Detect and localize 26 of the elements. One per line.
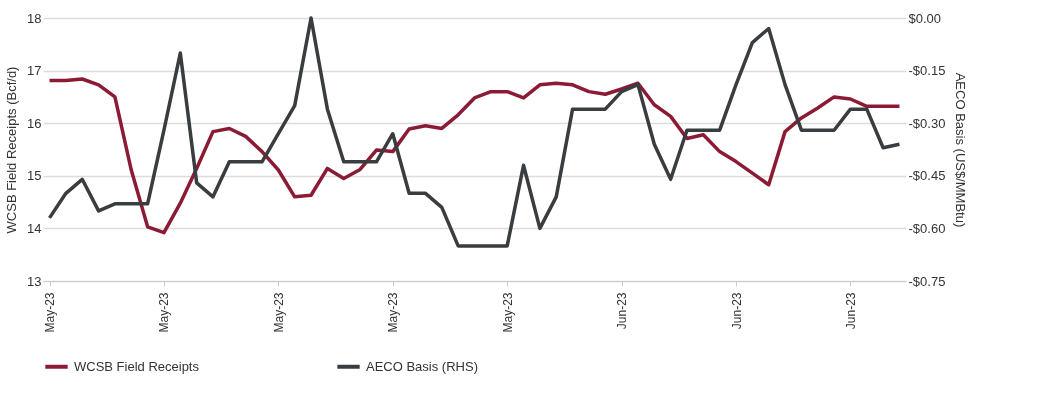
y2-tick-label: -$0.75 [908,273,946,289]
y-tick-label: 15 [27,168,42,184]
y2-tick-label: $0.00 [908,10,942,26]
x-tick-label: Jun-23 [843,292,858,330]
y-tick-label: 16 [27,115,42,131]
y-axis-title: WCSB Field Receipts (Bcf/d) [4,66,20,234]
y-tick-label: 14 [27,220,42,236]
line-series [47,77,902,235]
y-tick-label: 17 [27,63,42,79]
x-tick-label: May-23 [500,292,515,333]
y-tick-label: 18 [27,10,42,26]
x-tick-label: May-23 [386,292,401,333]
y2-tick-label: -$0.45 [908,168,946,184]
y2-axis-title: AECO Basis (US$/MMBtu) [953,72,969,228]
x-tick-label: Jun-23 [615,292,630,330]
y2-tick-label: -$0.15 [908,63,946,79]
x-tick-label: Jun-23 [729,292,744,330]
x-tick-label: May-23 [271,292,286,333]
y2-tick-label: -$0.30 [908,115,946,131]
y-tick-label: 13 [27,273,42,289]
line-series [47,16,902,248]
legend-label: AECO Basis (RHS) [366,358,478,374]
legend-label: WCSB Field Receipts [74,358,200,374]
x-tick-label: May-23 [157,292,172,333]
y2-tick-label: -$0.60 [908,220,946,236]
x-tick-label: May-23 [43,292,58,333]
